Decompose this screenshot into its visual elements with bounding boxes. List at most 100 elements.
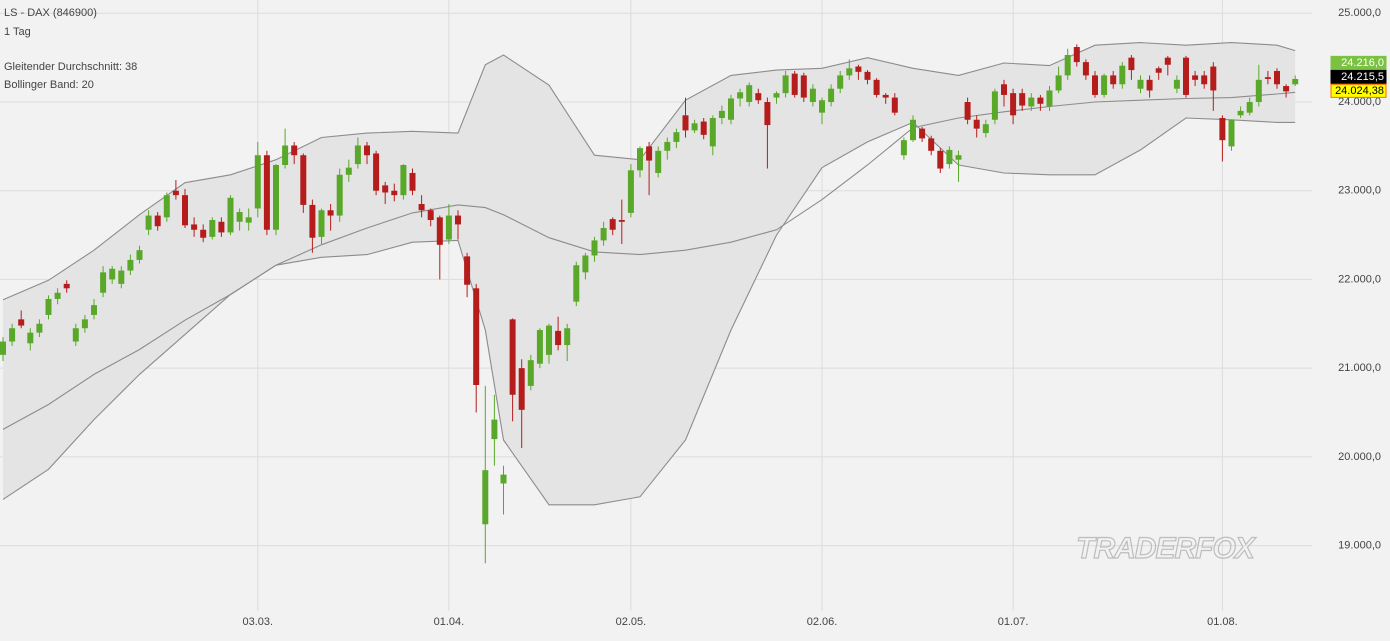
- candle-body: [664, 141, 671, 151]
- candle-body: [136, 250, 143, 260]
- candle-body: [291, 145, 298, 156]
- price-label: 24.215,5: [1341, 71, 1384, 83]
- candle-body: [1183, 57, 1189, 95]
- candle-body: [282, 145, 289, 165]
- y-tick-label: 21.000,0: [1338, 362, 1381, 374]
- candle-body: [800, 75, 807, 98]
- candle-body: [1092, 75, 1098, 95]
- candle-body: [63, 283, 70, 289]
- candle-body: [755, 93, 762, 101]
- candle-body: [591, 240, 598, 256]
- candle-body: [273, 165, 279, 230]
- candle-body: [182, 195, 188, 226]
- indicator-label: Gleitender Durchschnitt: 38: [4, 61, 137, 73]
- candle-body: [473, 288, 480, 385]
- candle-body: [737, 92, 744, 99]
- candle-body: [637, 148, 643, 171]
- candle-body: [200, 229, 207, 238]
- candle-body: [991, 91, 998, 120]
- candle-body: [1055, 75, 1062, 91]
- candle-body: [1246, 102, 1253, 113]
- price-label: 24.216,0: [1341, 57, 1384, 69]
- candle-body: [455, 215, 461, 225]
- candle-body: [618, 220, 625, 222]
- candle-body: [1037, 97, 1044, 104]
- candle-body: [1073, 47, 1080, 63]
- y-tick-label: 24.000,0: [1338, 96, 1381, 108]
- candle-body: [891, 97, 898, 113]
- candle-body: [127, 259, 134, 271]
- x-tick-label: 02.06.: [807, 616, 838, 628]
- y-tick-label: 19.000,0: [1338, 539, 1381, 551]
- x-tick-label: 03.03.: [243, 616, 274, 628]
- candle-body: [1210, 66, 1217, 91]
- candle-body: [382, 185, 389, 193]
- candle-body: [300, 155, 307, 205]
- candle-body: [1101, 75, 1108, 95]
- candle-body: [327, 210, 334, 216]
- candle-body: [427, 210, 434, 220]
- candle-body: [91, 305, 97, 315]
- candle-body: [910, 119, 916, 141]
- candle-body: [209, 220, 216, 237]
- candle-body: [245, 217, 252, 223]
- candle-body: [1019, 93, 1026, 106]
- candle-body: [973, 119, 980, 129]
- watermark: TRADERFOX: [1076, 532, 1257, 565]
- candle-body: [391, 190, 398, 196]
- candle-body: [1001, 84, 1007, 95]
- candle-body: [573, 265, 580, 302]
- x-tick-label: 01.07.: [998, 616, 1029, 628]
- candle-body: [218, 221, 225, 233]
- candle-body: [1292, 78, 1299, 85]
- candle-body: [582, 255, 589, 273]
- x-tick-label: 01.04.: [434, 616, 465, 628]
- candle-body: [191, 224, 198, 230]
- candle-body: [236, 212, 243, 222]
- labels: LS - DAX (846900) 1 Tag Gleitender Durch…: [4, 7, 1387, 628]
- candle-body: [1082, 62, 1089, 76]
- candle-body: [900, 140, 907, 156]
- candles: [0, 44, 1299, 564]
- candle-body: [1228, 119, 1235, 147]
- candle-body: [1173, 79, 1180, 89]
- candle-body: [0, 341, 6, 355]
- candle-body: [828, 88, 835, 103]
- candle-body: [809, 88, 816, 103]
- chart-subtitle: 1 Tag: [4, 26, 31, 38]
- candle-body: [464, 256, 471, 285]
- candle-body: [627, 170, 634, 213]
- price-label-box: [1330, 83, 1387, 98]
- band-line-ma: [2, 91, 1296, 430]
- candle-body: [436, 217, 443, 245]
- candle-body: [100, 272, 107, 293]
- candle-body: [1046, 90, 1053, 107]
- candle-body: [109, 268, 116, 280]
- y-tick-label: 25.000,0: [1338, 7, 1381, 19]
- candle-body: [509, 319, 516, 395]
- candle-body: [373, 153, 380, 191]
- candle-body: [1028, 97, 1035, 107]
- x-tick-label: 02.05.: [616, 616, 647, 628]
- candle-body: [500, 474, 507, 484]
- candle-body: [873, 79, 880, 95]
- candle-body: [54, 292, 61, 299]
- candle-body: [546, 325, 552, 355]
- price-label-box: [1330, 69, 1387, 84]
- chart-title: LS - DAX (846900): [4, 7, 97, 19]
- price-label: 24.024,38: [1335, 85, 1384, 97]
- candle-body: [318, 210, 325, 237]
- candle-body: [1274, 70, 1280, 85]
- candle-body: [536, 330, 543, 364]
- candle-body: [1155, 68, 1162, 73]
- candle-body: [609, 219, 616, 230]
- candle-body: [764, 102, 771, 126]
- candle-body: [728, 98, 734, 120]
- candle-body: [518, 368, 525, 410]
- candle-body: [819, 100, 825, 113]
- candle-body: [837, 75, 844, 89]
- candle-body: [154, 215, 161, 227]
- candle-body: [364, 145, 370, 156]
- candle-body: [45, 298, 52, 315]
- candle-body: [773, 93, 780, 98]
